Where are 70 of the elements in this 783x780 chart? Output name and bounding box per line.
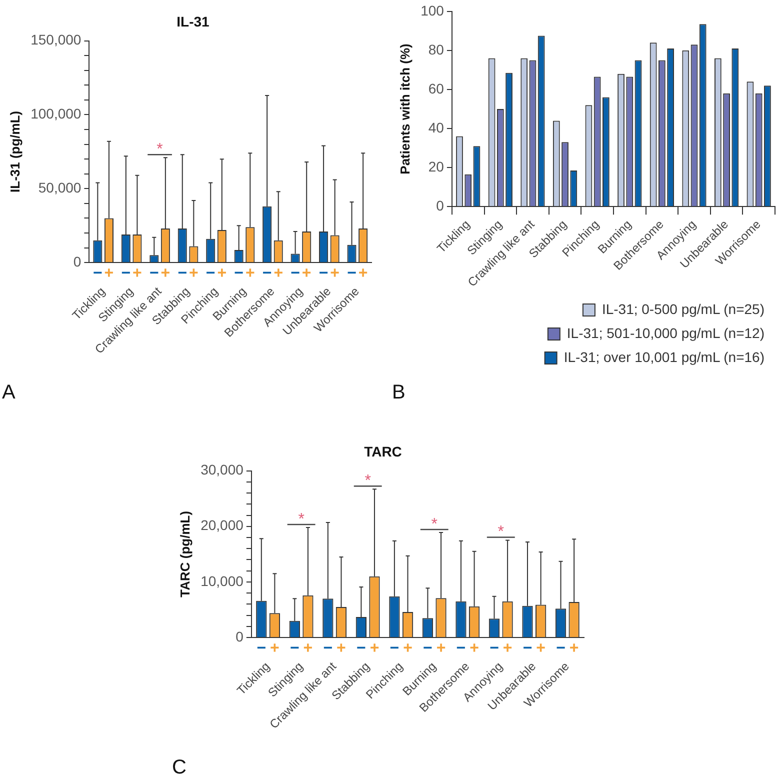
text: − bbox=[256, 640, 266, 657]
annotation: * bbox=[498, 524, 504, 541]
text: + bbox=[245, 264, 255, 282]
legend-label: IL-31; over 10,001 pg/mL (n=16) bbox=[564, 348, 764, 365]
y-tick-label: 0 bbox=[436, 197, 444, 214]
annotation: * bbox=[364, 472, 371, 490]
text: + bbox=[274, 264, 284, 282]
text: + bbox=[217, 264, 227, 282]
text: C bbox=[172, 756, 186, 779]
y-tick-label: 20 bbox=[428, 158, 444, 174]
text: + bbox=[358, 264, 368, 282]
text: − bbox=[93, 264, 102, 282]
y-tick-label: 80 bbox=[428, 41, 444, 58]
text: − bbox=[318, 264, 328, 282]
annotation: * bbox=[156, 141, 163, 158]
text: − bbox=[347, 264, 356, 282]
y-axis-title: IL-31 (pg/mL) bbox=[7, 110, 22, 192]
y-tick-label: 20,000 bbox=[200, 517, 244, 534]
y-tick-label: 40 bbox=[428, 119, 444, 136]
text: − bbox=[490, 640, 499, 657]
text: A bbox=[2, 382, 16, 404]
text: + bbox=[502, 640, 512, 657]
text: + bbox=[569, 640, 579, 657]
text: − bbox=[149, 264, 159, 282]
y-tick-label: 50,000 bbox=[38, 180, 82, 196]
text: + bbox=[536, 640, 546, 657]
text: − bbox=[323, 640, 333, 657]
annotation: * bbox=[431, 516, 438, 533]
text: − bbox=[423, 640, 432, 657]
text: + bbox=[470, 640, 479, 657]
text: − bbox=[290, 640, 300, 657]
text: + bbox=[270, 640, 280, 657]
chart-title: IL-31 bbox=[176, 13, 210, 30]
text: − bbox=[390, 640, 400, 657]
text: + bbox=[336, 640, 346, 657]
text: − bbox=[121, 264, 131, 282]
legend-label: IL-31; 501-10,000 pg/mL (n=12) bbox=[566, 324, 764, 341]
text: − bbox=[262, 264, 272, 282]
y-tick-label: 10,000 bbox=[200, 572, 244, 589]
text: + bbox=[436, 640, 446, 657]
y-tick-label: 100,000 bbox=[30, 106, 82, 122]
y-axis-title: Patients with itch (%) bbox=[397, 44, 412, 174]
series-label: − bbox=[234, 264, 244, 282]
chart-title: TARC bbox=[364, 443, 402, 460]
text: + bbox=[160, 264, 170, 282]
y-tick-label: 150,000 bbox=[30, 32, 82, 48]
text: − bbox=[290, 264, 300, 282]
series-label: − bbox=[522, 640, 532, 657]
annotation: * bbox=[298, 510, 304, 528]
text: − bbox=[206, 264, 216, 282]
text: + bbox=[330, 264, 340, 282]
series-label: + bbox=[104, 264, 114, 282]
y-tick-label: 30,000 bbox=[200, 462, 244, 478]
y-tick-label: 100 bbox=[420, 2, 444, 18]
y-tick-label: 60 bbox=[428, 80, 444, 96]
legend-label: IL-31; 0-500 pg/mL (n=25) bbox=[602, 300, 764, 317]
text: + bbox=[370, 640, 380, 657]
y-tick-label: 0 bbox=[73, 253, 82, 270]
y-tick-label: 0 bbox=[236, 628, 244, 644]
text: + bbox=[403, 640, 412, 657]
series-label: + bbox=[303, 640, 313, 657]
text: − bbox=[556, 640, 566, 657]
text: B bbox=[392, 382, 406, 404]
text: + bbox=[188, 264, 198, 282]
text: − bbox=[456, 640, 466, 657]
text: − bbox=[356, 640, 366, 657]
y-axis-title: TARC (pg/mL) bbox=[177, 510, 192, 598]
text: + bbox=[132, 264, 142, 282]
text: + bbox=[302, 264, 312, 282]
text: − bbox=[178, 264, 188, 282]
